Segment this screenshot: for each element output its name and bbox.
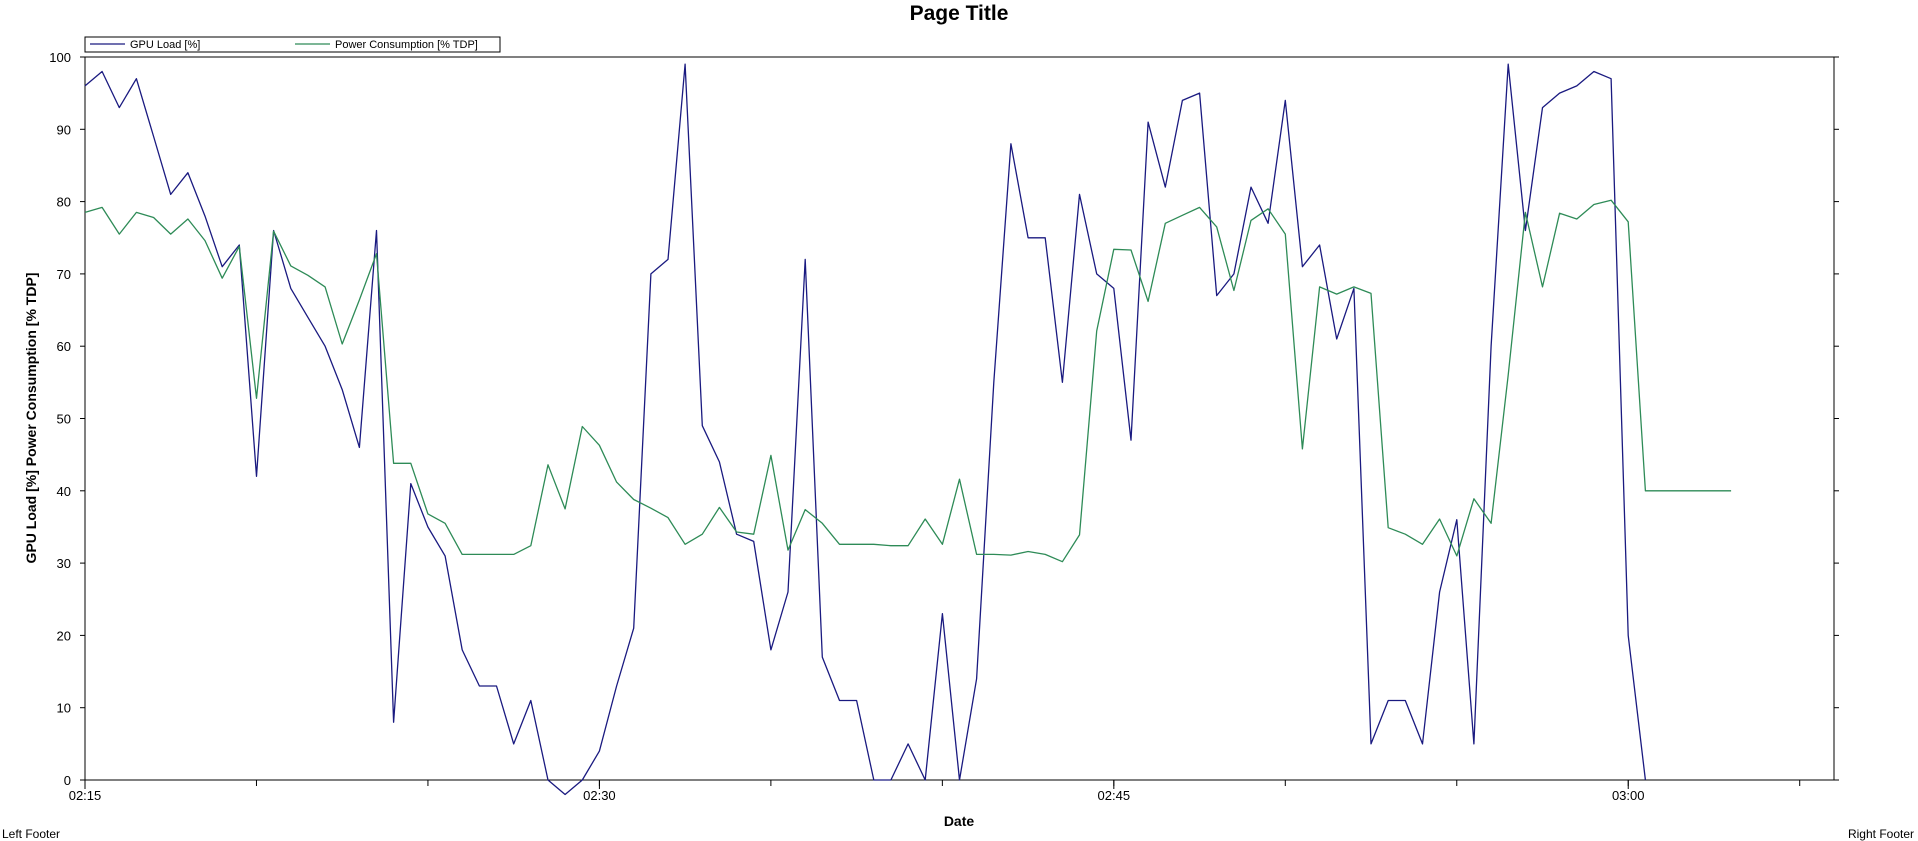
left-footer: Left Footer (2, 827, 61, 841)
y-tick-label: 40 (57, 484, 71, 499)
y-tick-label: 90 (57, 122, 71, 137)
x-tick-label: 02:45 (1098, 788, 1131, 803)
series-line-power-consumption (84, 199, 1732, 563)
series-layer (84, 63, 1732, 796)
y-tick-label: 30 (57, 556, 71, 571)
legend-box (84, 36, 501, 53)
legend-label: Power Consumption [% TDP] (335, 39, 478, 51)
chart-title: Page Title (910, 2, 1009, 25)
legend: GPU Load [%] Power Consumption [% TDP] (84, 36, 501, 53)
x-axis: 02:15 02:30 02:45 03:00 (69, 780, 1801, 803)
y-tick-label: 50 (57, 412, 71, 427)
plot-area (84, 56, 1835, 781)
y-tick-label: 70 (57, 267, 71, 282)
series-line-gpu-load (84, 63, 1647, 796)
right-footer: Right Footer (1847, 827, 1914, 841)
y-axis: 0 10 20 30 40 50 60 70 80 90 100 (49, 50, 1839, 788)
x-axis-title: Date (944, 813, 975, 829)
x-tick-label: 02:15 (69, 788, 102, 803)
legend-label: GPU Load [%] (130, 39, 200, 51)
x-tick-label: 03:00 (1612, 788, 1645, 803)
y-tick-label: 0 (64, 773, 71, 788)
y-tick-label: 60 (57, 339, 71, 354)
y-tick-label: 10 (57, 701, 71, 716)
y-tick-label: 100 (49, 50, 71, 65)
y-tick-label: 20 (57, 628, 71, 643)
x-tick-label: 02:30 (583, 788, 616, 803)
y-axis-title: GPU Load [%] Power Consumption [% TDP] (23, 273, 39, 564)
y-tick-label: 80 (57, 195, 71, 210)
